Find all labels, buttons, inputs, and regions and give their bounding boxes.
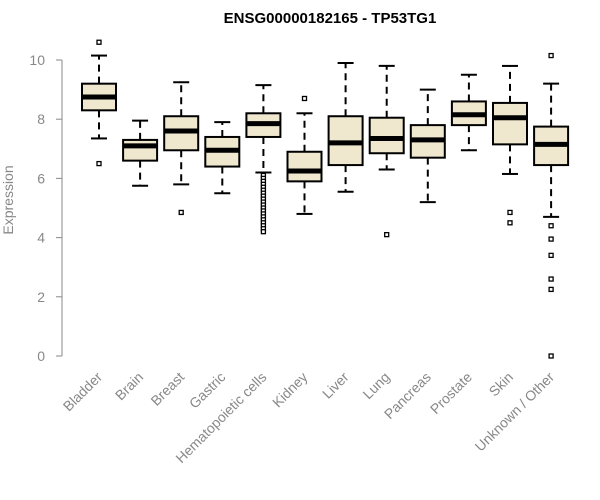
outlier-point xyxy=(178,209,184,216)
box-7 xyxy=(327,61,364,193)
outlier-point xyxy=(301,95,308,102)
outlier-point xyxy=(548,52,554,59)
y-tick-label-6: 6 xyxy=(37,170,45,186)
x-tick-label-1: Bladder xyxy=(60,369,106,415)
outlier-point xyxy=(548,276,554,282)
box-3 xyxy=(163,81,200,216)
outlier-point xyxy=(507,209,513,216)
y-tick-label-0: 0 xyxy=(37,348,45,364)
box-8 xyxy=(368,64,405,238)
x-tick-label-11: Skin xyxy=(486,369,517,400)
outlier-point xyxy=(548,252,554,259)
chart-title: ENSG00000182165 - TP53TG1 xyxy=(224,10,437,27)
box-12 xyxy=(533,52,570,359)
y-tick-label-4: 4 xyxy=(37,230,45,246)
box-6 xyxy=(286,95,323,215)
x-tick-label-3: Breast xyxy=(147,369,187,409)
x-tick-label-8: Lung xyxy=(359,369,392,402)
box-1 xyxy=(81,39,117,167)
x-tick-label-6: Kidney xyxy=(269,369,311,411)
outlier-point xyxy=(260,229,267,235)
outlier-point xyxy=(507,220,513,226)
outlier-point xyxy=(548,236,554,242)
box-2 xyxy=(122,119,159,187)
x-tick-label-7: Liver xyxy=(319,369,352,402)
y-axis-title: Expression xyxy=(0,165,16,234)
x-tick-label-2: Brain xyxy=(112,369,146,403)
outlier-point xyxy=(548,286,554,293)
y-tick-label-10: 10 xyxy=(29,52,45,68)
x-tick-label-10: Prostate xyxy=(427,369,475,417)
outlier-point xyxy=(548,353,554,359)
box-body xyxy=(492,101,528,146)
y-tick-label-8: 8 xyxy=(37,111,45,127)
box-body xyxy=(286,150,323,183)
box-10 xyxy=(450,73,487,152)
outlier-point xyxy=(96,160,102,167)
box-body xyxy=(122,138,159,162)
y-axis: 0 2 4 6 8 10 xyxy=(29,52,63,364)
box-11 xyxy=(492,64,528,226)
y-tick-label-2: 2 xyxy=(37,289,45,305)
boxes-group xyxy=(81,39,570,359)
box-body xyxy=(368,116,405,155)
box-4 xyxy=(204,121,241,195)
box-9 xyxy=(409,88,446,204)
outlier-point xyxy=(548,223,554,229)
outlier-point xyxy=(384,231,390,238)
box-5 xyxy=(245,84,282,235)
outlier-point xyxy=(96,39,102,45)
